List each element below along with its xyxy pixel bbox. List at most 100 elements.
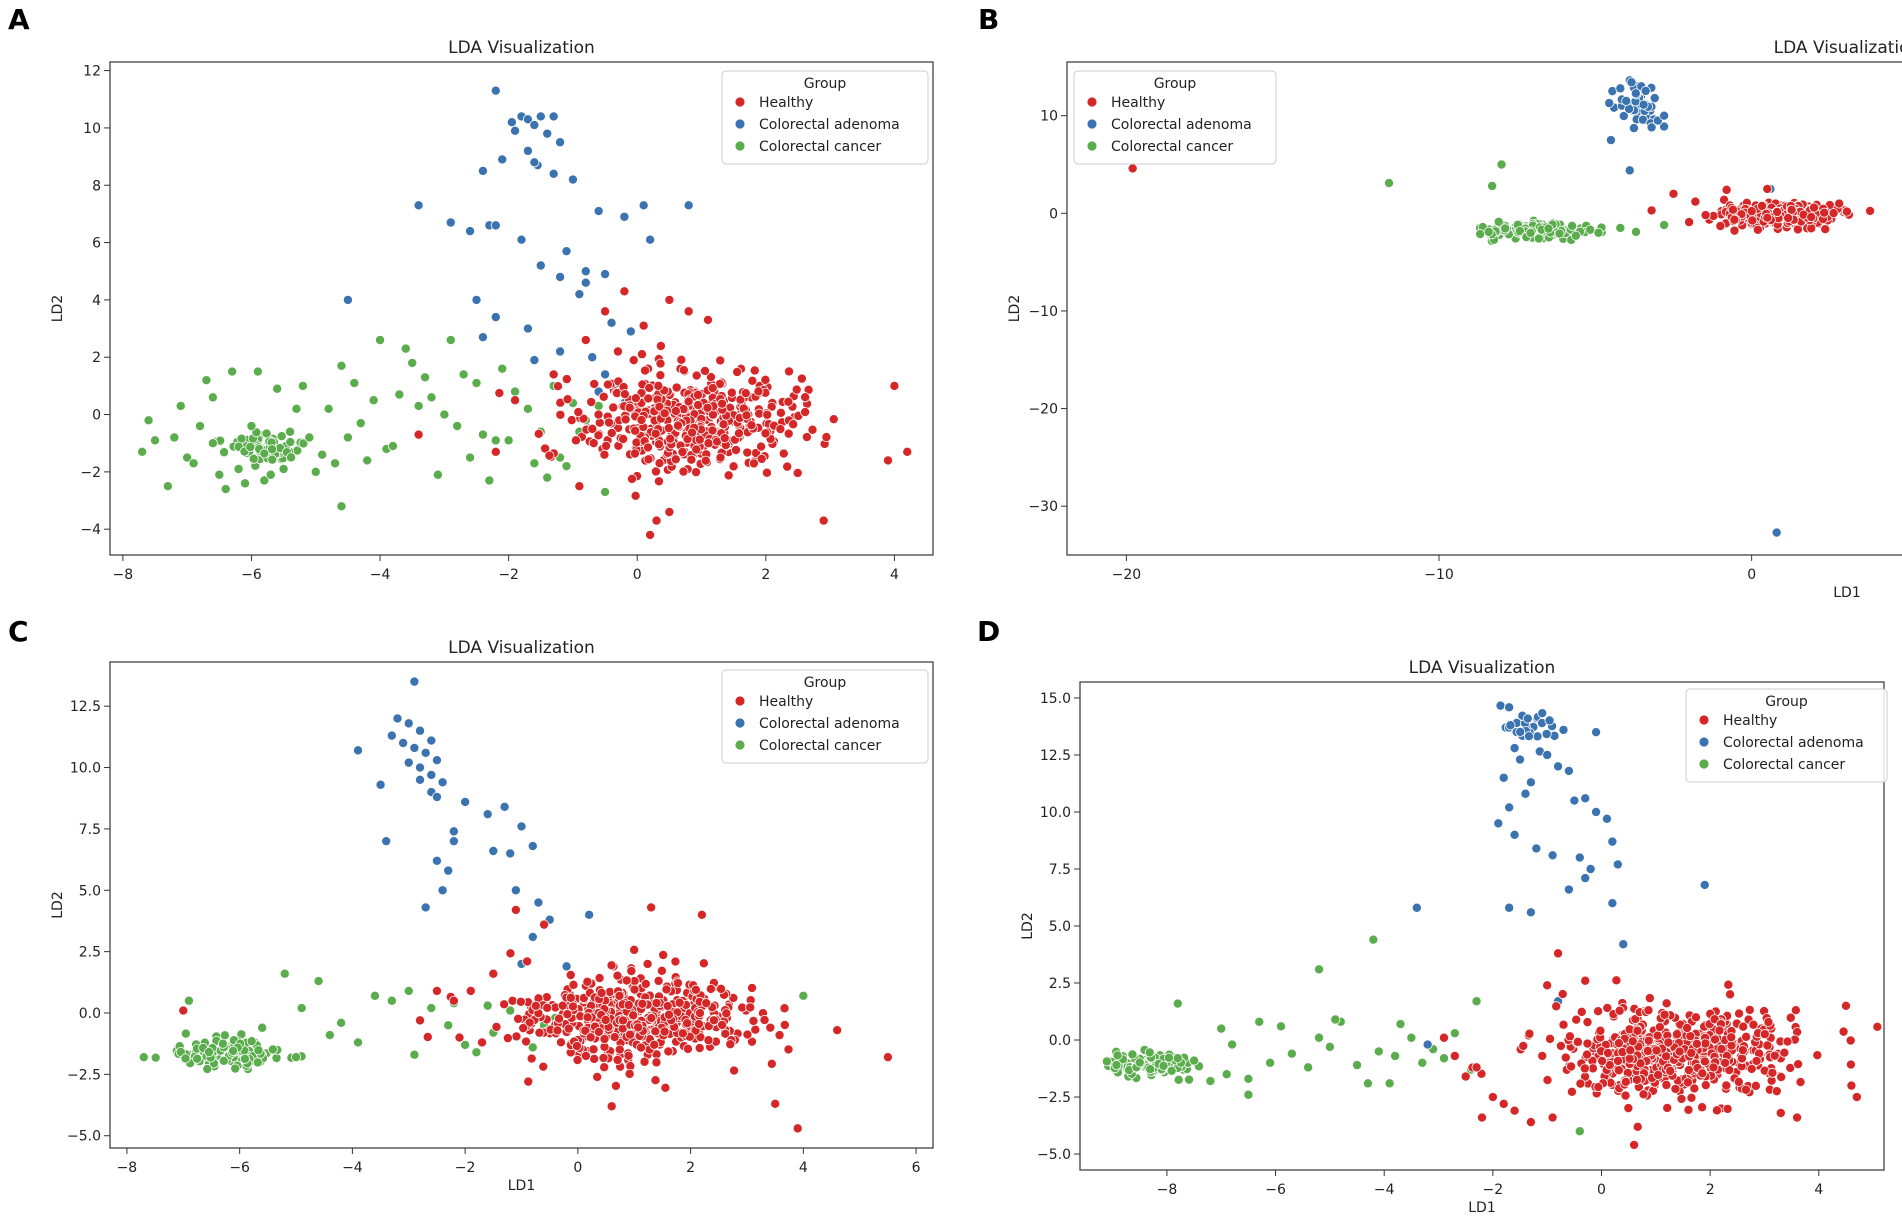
data-point [259,475,270,486]
data-point [398,738,409,749]
legend: Group Healthy Colorectal adenoma Colorectal… [721,70,929,165]
data-point [1522,713,1533,724]
data-point [1661,998,1672,1009]
data-point [1627,1036,1638,1047]
data-point [589,378,600,389]
data-point [766,401,777,412]
data-point [1514,226,1525,237]
data-point [1158,1060,1169,1071]
data-point [1563,884,1574,895]
data-point [740,388,751,399]
data-point [609,1032,620,1043]
y-tick-label: 0.0 [79,1006,101,1022]
data-point [217,1038,228,1049]
data-point [555,1037,566,1048]
data-point [628,355,639,366]
data-point [600,486,611,497]
data-point [1741,1031,1752,1042]
legend-marker [1086,140,1098,152]
panel-label: B [978,3,999,36]
data-point [619,286,630,297]
data-point [721,1008,732,1019]
data-point [1582,1049,1593,1060]
y-tick-label: 7.5 [1049,862,1071,878]
data-point [1615,222,1626,233]
data-point [1221,1069,1232,1080]
data-point [705,983,716,994]
data-point [1653,1069,1664,1080]
y-axis-label: LD2 [50,891,66,919]
data-point [1243,1089,1254,1100]
data-point [1537,1050,1548,1061]
data-point [1531,843,1542,854]
data-point [1767,1067,1778,1078]
data-point [529,458,540,469]
data-point [655,370,666,381]
x-tick-label: −8 [1157,1182,1178,1198]
data-point [677,1028,688,1039]
data-point [725,1039,736,1050]
data-point [663,423,674,434]
data-point [336,360,347,371]
data-point [323,403,334,414]
data-point [1184,1074,1195,1085]
data-point [1759,1029,1770,1040]
data-point [1700,1038,1711,1049]
data-point [1406,1032,1417,1043]
data-point [636,415,647,426]
data-point [698,958,709,969]
data-point [375,335,386,346]
x-tick-label: −4 [1374,1182,1395,1198]
data-point [651,1057,662,1068]
data-point [1509,829,1520,840]
data-point [204,1047,215,1058]
y-tick-label: 10.0 [70,761,101,777]
data-point [182,452,193,463]
data-point [1700,210,1711,221]
data-point [1558,1019,1569,1030]
data-point [619,211,630,222]
data-point [1638,1089,1649,1100]
data-point [1438,1032,1449,1043]
data-point [683,200,694,211]
data-point [1733,1076,1744,1087]
data-point [452,421,463,432]
data-point [503,435,514,446]
data-point [548,111,559,122]
data-point [1683,1104,1694,1115]
data-point [426,1003,437,1014]
data-point [499,999,510,1010]
data-point [297,380,308,391]
data-point [552,381,563,392]
series-colorectal-adenoma [342,85,694,409]
data-point [1725,989,1736,1000]
y-tick-label: −5.0 [67,1129,101,1145]
data-point [1384,178,1395,189]
data-point [336,501,347,512]
data-point [521,1036,532,1047]
data-point [593,430,604,441]
data-point [1670,1083,1681,1094]
legend-label: Colorectal cancer [759,738,881,754]
y-tick-label: 15.0 [1040,691,1071,707]
legend-marker [734,717,746,729]
data-point [490,85,501,96]
data-point [1772,206,1783,217]
data-point [1699,1056,1710,1067]
x-tick-label: 2 [1706,1182,1715,1198]
data-point [355,418,366,429]
data-point [563,1023,574,1034]
data-point [1629,1139,1640,1150]
data-point [1640,85,1651,96]
data-point [1806,212,1817,223]
data-point [426,769,437,780]
data-point [663,1046,674,1057]
x-tick-label: −10 [1424,567,1454,583]
data-point [573,407,584,418]
data-point [1651,1045,1662,1056]
data-point [445,335,456,346]
data-point [542,1002,553,1013]
data-point [633,1022,644,1033]
data-point [672,978,683,989]
